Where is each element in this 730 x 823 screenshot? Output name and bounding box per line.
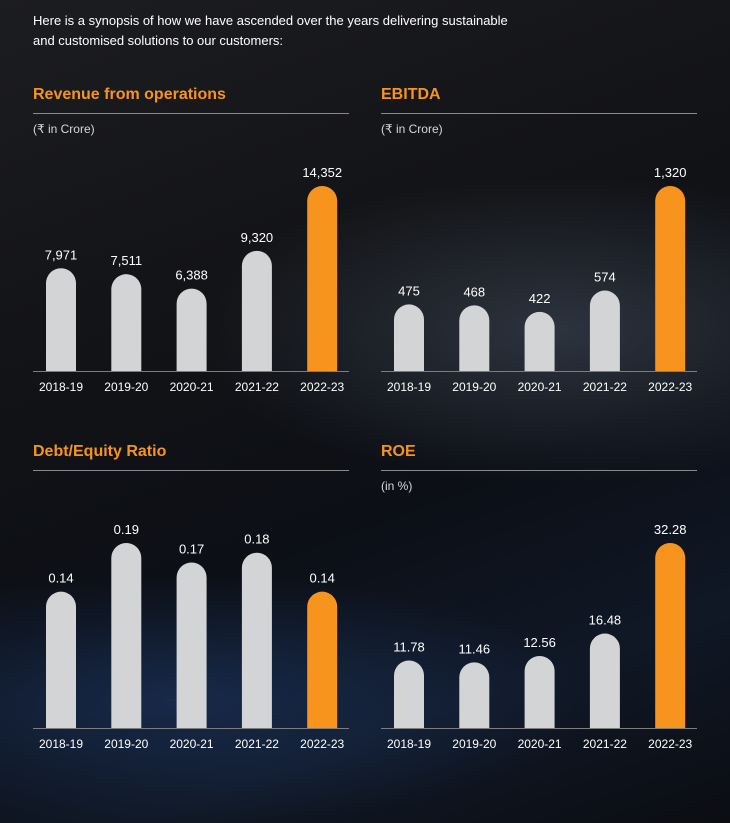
bar-2019-20: [459, 305, 490, 371]
tick-label: 2022-23: [300, 737, 344, 751]
bar-2021-22: [589, 633, 620, 728]
bar-2018-19: [46, 591, 76, 728]
chart-unit: (in %): [381, 479, 413, 493]
data-label: 12.56: [523, 635, 556, 650]
tick-label: 2018-19: [387, 380, 431, 394]
data-label: 14,352: [302, 165, 342, 180]
bar-2020-21: [176, 288, 207, 371]
data-label: 422: [529, 291, 551, 306]
bar-2022-23: [655, 543, 686, 728]
tick-label: 2021-22: [235, 737, 279, 751]
tick-label: 2022-23: [648, 737, 692, 751]
data-label: 0.18: [244, 532, 269, 547]
intro-line-2: and customised solutions to our customer…: [33, 33, 284, 48]
tick-label: 2022-23: [300, 380, 344, 394]
roe-chart-plot: 11.78 2018-19 11.46 2019-20 12.56 2020-21 16.4…: [381, 522, 697, 751]
title-rule: [33, 113, 349, 114]
roe-chart: ROE (in %) 11.78 2018-19 11.46 2019-20 12.56…: [381, 443, 697, 763]
bar-2022-23: [655, 186, 686, 371]
tick-label: 2021-22: [583, 380, 627, 394]
ebitda-chart: EBITDA (₹ in Crore) 475 2018-19 468 2019-20…: [381, 86, 697, 406]
data-label: 11.78: [393, 639, 425, 654]
chart-unit: (₹ in Crore): [381, 122, 443, 136]
bar-2022-23: [307, 186, 338, 371]
data-label: 16.48: [589, 613, 622, 628]
data-label: 0.17: [179, 541, 204, 556]
tick-label: 2020-21: [170, 380, 214, 394]
bar-2022-23: [307, 591, 338, 728]
chart-title: Debt/Equity Ratio: [33, 443, 167, 460]
tick-label: 2020-21: [518, 737, 562, 751]
chart-title: Revenue from operations: [33, 86, 226, 103]
tick-label: 2018-19: [387, 737, 431, 751]
tick-label: 2021-22: [583, 737, 627, 751]
bar-2019-20: [111, 543, 142, 728]
revenue-chart: Revenue from operations (₹ in Crore) 7,9…: [33, 86, 349, 406]
debt-equity-chart-plot: 0.14 2018-19 0.19 2019-20 0.17 2020-21 0.18 202…: [33, 522, 349, 751]
tick-label: 2019-20: [104, 737, 148, 751]
bar-2018-19: [394, 660, 424, 728]
bar-2021-22: [241, 250, 272, 371]
tick-label: 2019-20: [452, 380, 496, 394]
tick-label: 2021-22: [235, 380, 279, 394]
bar-2021-22: [589, 290, 620, 371]
chart-title: ROE: [381, 443, 416, 460]
data-label: 1,320: [654, 165, 687, 180]
tick-label: 2019-20: [104, 380, 148, 394]
debt-equity-chart: Debt/Equity Ratio 0.14 2018-19 0.19 2019-20…: [33, 443, 349, 763]
data-label: 32.28: [654, 522, 687, 537]
bar-2021-22: [241, 552, 272, 728]
data-label: 0.14: [310, 571, 335, 586]
ebitda-chart-plot: 475 2018-19 468 2019-20 422 2020-21 574 2021-22…: [381, 165, 697, 394]
title-rule: [381, 113, 697, 114]
chart-title: EBITDA: [381, 86, 441, 103]
tick-label: 2018-19: [39, 380, 83, 394]
bar-2018-19: [46, 268, 76, 371]
bar-2018-19: [394, 304, 424, 371]
data-label: 0.19: [114, 522, 139, 537]
data-label: 11.46: [459, 641, 491, 656]
data-label: 9,320: [241, 230, 274, 245]
data-label: 6,388: [175, 268, 208, 283]
tick-label: 2020-21: [518, 380, 562, 394]
chart-unit: (₹ in Crore): [33, 122, 95, 136]
data-label: 7,511: [111, 253, 143, 268]
intro-line-1: Here is a synopsis of how we have ascend…: [33, 13, 508, 28]
tick-label: 2022-23: [648, 380, 692, 394]
title-rule: [33, 470, 349, 471]
tick-label: 2020-21: [170, 737, 214, 751]
title-rule: [381, 470, 697, 471]
data-label: 0.14: [48, 571, 73, 586]
intro-text: Here is a synopsis of how we have ascend…: [33, 11, 553, 51]
revenue-chart-plot: 7,971 2018-19 7,511 2019-20 6,388 2020-21 9,32…: [33, 165, 349, 394]
tick-label: 2019-20: [452, 737, 496, 751]
bar-2020-21: [524, 311, 555, 371]
bar-2020-21: [176, 562, 207, 728]
tick-label: 2018-19: [39, 737, 83, 751]
bar-2019-20: [111, 274, 142, 371]
data-label: 7,971: [45, 247, 78, 262]
data-label: 468: [463, 284, 485, 299]
data-label: 574: [594, 270, 616, 285]
bar-2020-21: [524, 656, 555, 728]
bar-2019-20: [459, 662, 490, 728]
data-label: 475: [398, 283, 420, 298]
